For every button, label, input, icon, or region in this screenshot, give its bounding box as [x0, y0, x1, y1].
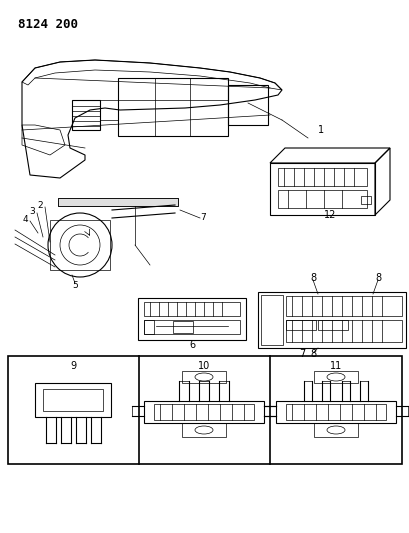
- Bar: [154, 404, 254, 420]
- Bar: [173, 321, 193, 333]
- Bar: [58, 198, 178, 206]
- Bar: [43, 389, 103, 411]
- Text: 8: 8: [309, 349, 315, 359]
- Bar: [261, 295, 282, 345]
- Text: 7: 7: [298, 349, 304, 359]
- Bar: [144, 401, 263, 423]
- Bar: [285, 404, 385, 420]
- Text: 12: 12: [323, 210, 335, 220]
- Bar: [227, 85, 267, 125]
- Bar: [270, 163, 374, 215]
- Text: 3: 3: [29, 207, 35, 216]
- Text: 10: 10: [198, 361, 210, 371]
- Bar: [277, 168, 366, 186]
- Bar: [72, 100, 100, 130]
- Text: 8: 8: [374, 273, 380, 283]
- Bar: [144, 320, 239, 334]
- Bar: [35, 383, 111, 417]
- Bar: [100, 100, 118, 120]
- Bar: [285, 320, 401, 342]
- Text: 8124 200: 8124 200: [18, 18, 78, 31]
- Text: 4: 4: [22, 215, 28, 224]
- Bar: [138, 298, 245, 340]
- Bar: [285, 320, 315, 330]
- Text: 7: 7: [200, 214, 205, 222]
- Bar: [257, 292, 405, 348]
- Bar: [8, 356, 401, 464]
- Text: 1: 1: [317, 125, 324, 135]
- Bar: [360, 196, 370, 204]
- Bar: [182, 423, 225, 437]
- Bar: [317, 320, 347, 330]
- Bar: [285, 296, 401, 316]
- Bar: [50, 220, 110, 270]
- Text: 9: 9: [70, 361, 76, 371]
- Bar: [277, 190, 366, 208]
- Text: 6: 6: [189, 340, 195, 350]
- Text: 11: 11: [329, 361, 341, 371]
- Bar: [313, 371, 357, 383]
- Text: 2: 2: [37, 200, 43, 209]
- Bar: [118, 78, 227, 136]
- Bar: [58, 198, 178, 206]
- Text: 8: 8: [309, 273, 315, 283]
- Bar: [313, 423, 357, 437]
- Bar: [182, 371, 225, 383]
- Text: 5: 5: [72, 280, 78, 289]
- Bar: [275, 401, 395, 423]
- Bar: [144, 302, 239, 316]
- Bar: [144, 320, 154, 334]
